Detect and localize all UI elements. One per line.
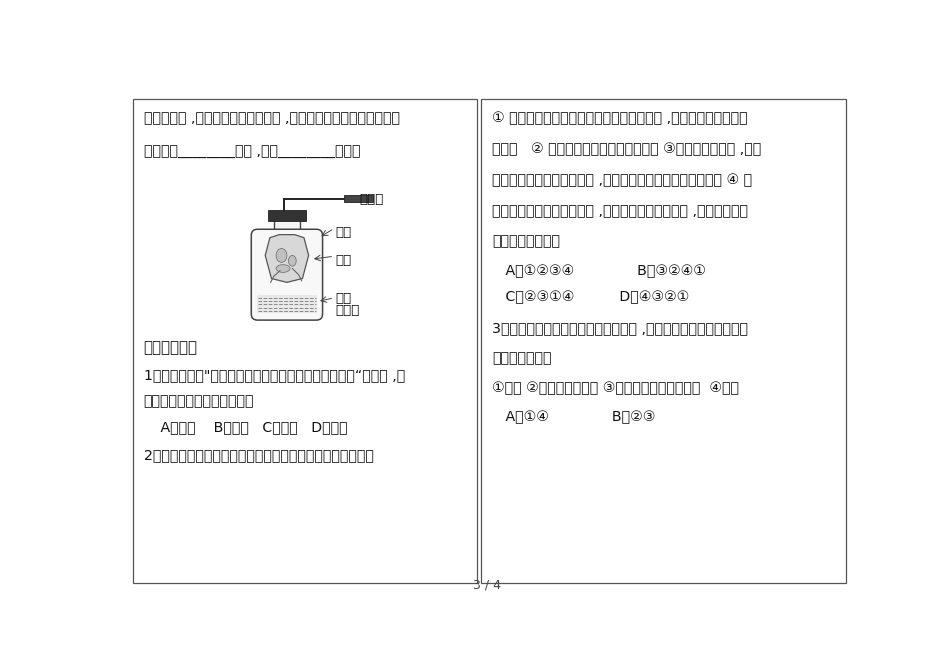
Text: 澄清: 澄清 (335, 292, 352, 304)
Text: 六、检测提升: 六、检测提升 (143, 340, 198, 355)
Text: ① 在水下立即用玻璃片将集气瓶的瓶口盖好 ,然后取出集气瓶正放: ① 在水下立即用玻璃片将集气瓶的瓶口盖好 ,然后取出集气瓶正放 (492, 112, 748, 126)
Text: 气体是〔　　〕: 气体是〔 〕 (492, 351, 552, 366)
Ellipse shape (289, 255, 296, 266)
Text: 3、在以下气体中滴入数滴澄清石灰水 ,不能使澄清石灰水变浑浊的: 3、在以下气体中滴入数滴澄清石灰水 ,不能使澄清石灰水变浑浊的 (492, 321, 749, 335)
Bar (256, 296, 317, 313)
Text: C、②③①④          D、④③②①: C、②③①④ D、④③②① (492, 290, 690, 304)
Text: 红墨水: 红墨水 (359, 193, 384, 206)
Text: 饮料管小心地插入集气瓶内 ,并向集气瓶内缓缓吹气 ,直到集气瓶内: 饮料管小心地插入集气瓶内 ,并向集气瓶内缓缓吹气 ,直到集气瓶内 (492, 204, 749, 218)
Text: A、①②③④              B、③②④①: A、①②③④ B、③②④① (492, 264, 706, 278)
Text: 在桌上   ② 把盛满水的集气瓶连同玻璃片 ③将集气瓶盛满水 ,用玻: 在桌上 ② 把盛满水的集气瓶连同玻璃片 ③将集气瓶盛满水 ,用玻 (492, 142, 762, 157)
Text: A、模仿    B、比照   C、推理   D、假设: A、模仿 B、比照 C、推理 D、假设 (146, 420, 348, 434)
Text: 璃片先盖住瓶口的一小局部 ,然后推动玻璃片将瓶口全部盖住 ④ 将: 璃片先盖住瓶口的一小局部 ,然后推动玻璃片将瓶口全部盖住 ④ 将 (492, 173, 752, 187)
Bar (482, 99, 846, 583)
Text: 充满呼出的气体。: 充满呼出的气体。 (492, 235, 560, 249)
Bar (268, 210, 306, 221)
Text: 2、用排水法收集一瓶人体呼出的气体的操作顺序为〔　　〕: 2、用排水法收集一瓶人体呼出的气体的操作顺序为〔 〕 (143, 448, 373, 462)
Bar (344, 196, 373, 202)
Text: A、①④              B、②③: A、①④ B、②③ (492, 410, 656, 424)
Text: 要采用的试验方法是〔　　〕: 要采用的试验方法是〔 〕 (143, 394, 254, 408)
Text: 实验结束后 ,把燃着的木条放到瓶中 ,木条熄灭。这些现象说明动物: 实验结束后 ,把燃着的木条放到瓶中 ,木条熄灭。这些现象说明动物 (143, 112, 400, 126)
Polygon shape (265, 235, 309, 282)
Ellipse shape (276, 265, 290, 272)
Text: 空气: 空气 (335, 226, 352, 239)
Ellipse shape (276, 249, 287, 262)
Bar (274, 219, 300, 235)
Text: ①空气 ②人体呼出的气体 ③蜡烛燃烧后生成的气体  ④氧气: ①空气 ②人体呼出的气体 ③蜡烛燃烧后生成的气体 ④氧气 (492, 381, 739, 395)
Text: 青蛙: 青蛙 (335, 254, 352, 267)
Text: 呼吸吸进________气体 ,呼出________气体。: 呼吸吸进________气体 ,呼出________气体。 (143, 145, 360, 159)
Text: 3 / 4: 3 / 4 (473, 579, 501, 592)
FancyBboxPatch shape (251, 229, 323, 320)
Text: 1、我们在进行"对人体呼入的空气和呼出的气体的探究“实验时 ,主: 1、我们在进行"对人体呼入的空气和呼出的气体的探究“实验时 ,主 (143, 368, 405, 382)
Bar (133, 99, 477, 583)
Text: 石灰水: 石灰水 (335, 304, 360, 317)
